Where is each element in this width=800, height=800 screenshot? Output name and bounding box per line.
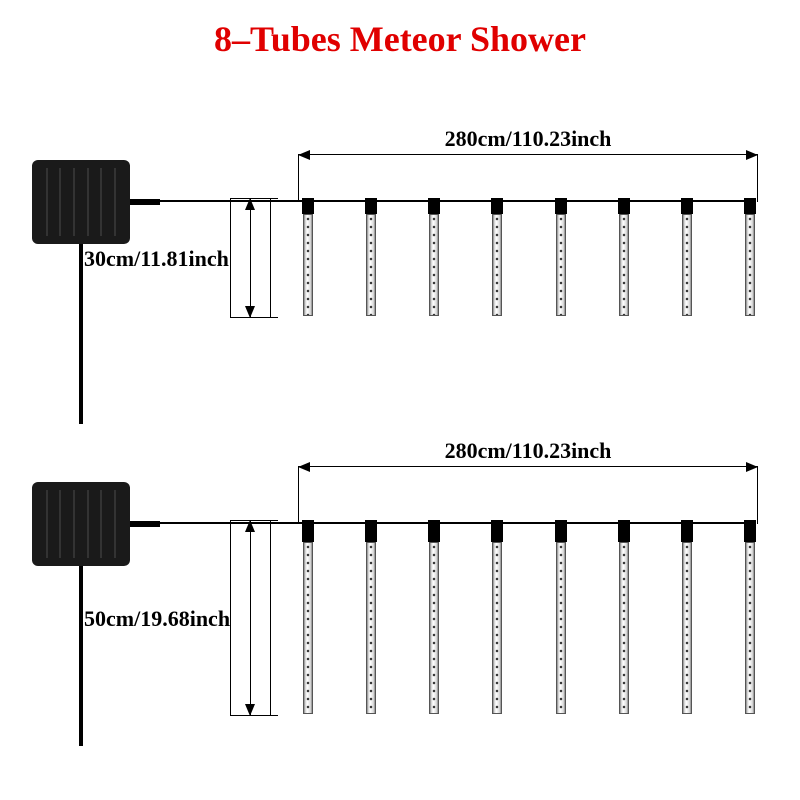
tube-cap: [365, 520, 377, 542]
tube-body: [619, 214, 629, 316]
panel-body: [32, 160, 130, 244]
tube: [618, 198, 630, 316]
tube: [491, 520, 503, 714]
tube-leds: [746, 543, 754, 713]
tube: [428, 520, 440, 714]
tube-body: [492, 214, 502, 316]
tube-body: [303, 214, 313, 316]
page-title: 8–Tubes Meteor Shower: [0, 18, 800, 60]
tube: [302, 198, 314, 316]
tube-body: [366, 542, 376, 714]
tube-leds: [620, 543, 628, 713]
panel-cable: [79, 566, 83, 746]
tube: [618, 520, 630, 714]
tube-body: [682, 542, 692, 714]
tube-leds: [367, 543, 375, 713]
tube-cap: [744, 198, 756, 214]
tube-body: [745, 214, 755, 316]
tube-cap: [302, 520, 314, 542]
tube-leds: [304, 215, 312, 315]
tube-cap: [681, 198, 693, 214]
panel-body: [32, 482, 130, 566]
tube: [555, 520, 567, 714]
solar-panel: [32, 160, 130, 244]
tube: [365, 520, 377, 714]
width-label: 280cm/110.23inch: [298, 438, 758, 464]
tube-body: [492, 542, 502, 714]
tube: [681, 520, 693, 714]
panel-connector: [130, 199, 160, 205]
tube: [428, 198, 440, 316]
tube-cap: [618, 198, 630, 214]
height-ruler-right: [270, 520, 271, 716]
tube: [681, 198, 693, 316]
tube-cap: [555, 198, 567, 214]
panel-cable: [79, 244, 83, 424]
tube-body: [556, 542, 566, 714]
tube-cap: [365, 198, 377, 214]
width-tick-left: [298, 154, 299, 202]
panel-connector: [130, 521, 160, 527]
tube: [491, 198, 503, 316]
tube-body: [745, 542, 755, 714]
arrow-left-icon: [298, 462, 310, 472]
tube-body: [682, 214, 692, 316]
height-center-line: [250, 198, 251, 318]
tube: [302, 520, 314, 714]
tube-cap: [428, 198, 440, 214]
arrow-left-icon: [298, 150, 310, 160]
tube-leds: [746, 215, 754, 315]
tube-leds: [493, 543, 501, 713]
tube-cap: [618, 520, 630, 542]
tube-cap: [744, 520, 756, 542]
tube-leds: [683, 543, 691, 713]
tube-body: [429, 542, 439, 714]
tube-cap: [681, 520, 693, 542]
tube-leds: [557, 215, 565, 315]
tube-cap: [491, 520, 503, 542]
height-center-line: [250, 520, 251, 716]
tube-leds: [683, 215, 691, 315]
tubes-row: [302, 198, 756, 316]
height-ruler-right: [270, 198, 271, 318]
width-dim-line: [298, 154, 758, 155]
tube-body: [366, 214, 376, 316]
tube: [744, 520, 756, 714]
tube-cap: [491, 198, 503, 214]
tube-cap: [428, 520, 440, 542]
tube-leds: [304, 543, 312, 713]
tube: [365, 198, 377, 316]
height-ruler-left: [230, 198, 231, 318]
tube: [555, 198, 567, 316]
height-label: 50cm/19.68inch: [84, 606, 230, 632]
tubes-row: [302, 520, 756, 714]
height-label: 30cm/11.81inch: [84, 246, 229, 272]
width-tick-left: [298, 466, 299, 524]
tube-body: [556, 214, 566, 316]
tube-leds: [557, 543, 565, 713]
tube-cap: [555, 520, 567, 542]
width-dim-line: [298, 466, 758, 467]
tube-leds: [620, 215, 628, 315]
width-tick-right: [757, 466, 758, 524]
tube-leds: [367, 215, 375, 315]
tube-cap: [302, 198, 314, 214]
tube-leds: [493, 215, 501, 315]
tube-body: [429, 214, 439, 316]
width-label: 280cm/110.23inch: [298, 126, 758, 152]
width-tick-right: [757, 154, 758, 202]
tube-body: [303, 542, 313, 714]
tube-body: [619, 542, 629, 714]
solar-panel: [32, 482, 130, 566]
tube: [744, 198, 756, 316]
tube-leds: [430, 215, 438, 315]
height-ruler-left: [230, 520, 231, 716]
tube-leds: [430, 543, 438, 713]
